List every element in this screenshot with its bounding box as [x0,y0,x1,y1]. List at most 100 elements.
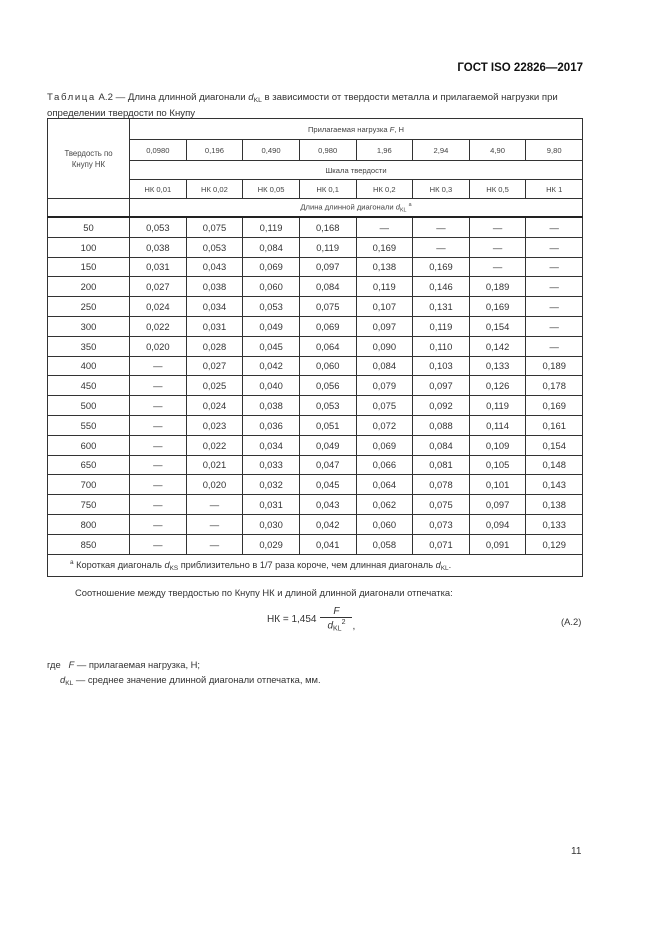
value-cell: — [129,533,187,555]
equation-number: (А.2) [561,616,582,627]
value-cell: 0,030 [242,513,300,535]
value-cell: 0,148 [525,454,583,476]
value-cell: 0,133 [468,355,527,377]
value-cell: 0,042 [298,513,357,535]
value-cell: 0,119 [412,315,470,337]
value-cell: 0,027 [185,355,244,377]
hardness-cell: 100 [47,236,130,258]
scale-cell: НК 0,05 [242,179,300,199]
value-cell: 0,142 [468,335,527,357]
standard-header: ГОСТ ISO 22826—2017 [457,62,583,74]
row-header-cont [47,198,130,218]
value-cell: 0,131 [412,296,470,317]
value-cell: 0,084 [355,355,414,377]
scale-cell: НК 0,02 [185,179,244,199]
value-cell: — [525,315,583,337]
value-cell: 0,053 [242,296,300,317]
value-cell: 0,103 [412,355,470,377]
value-cell: 0,088 [412,414,470,436]
value-cell: 0,022 [185,434,244,456]
value-cell: 0,075 [185,215,244,238]
hardness-cell: 400 [47,355,130,377]
load-cell: 4,90 [468,139,527,161]
value-cell: 0,064 [355,474,414,496]
scale-cell: НК 0,3 [412,179,470,199]
value-cell: 0,101 [468,474,527,496]
value-cell: — [129,494,187,515]
value-cell: 0,091 [468,533,527,555]
value-cell: 0,075 [355,395,414,416]
table-row: 450—0,025 0,040 0,056 0,079 0,097 0,126 0,178 [47,375,583,397]
hardness-cell: 200 [47,276,130,298]
value-cell: — [129,375,187,397]
hardness-cell: 650 [47,454,130,476]
value-cell: 0,189 [468,276,527,298]
value-cell: 0,022 [129,315,187,337]
value-cell: 0,043 [185,256,244,278]
value-cell: 0,079 [355,375,414,397]
value-cell: — [129,454,187,476]
value-cell: 0,053 [129,215,187,238]
value-cell: 0,069 [298,315,357,337]
value-cell: 0,094 [468,513,527,535]
value-cell: 0,053 [298,395,357,416]
scale-cell: НК 0,5 [468,179,527,199]
value-cell: 0,097 [298,256,357,278]
table-row: 400—0,027 0,042 0,060 0,084 0,103 0,133 0,189 [47,355,583,377]
table-row: 50 0,053 0,075 0,119 0,168— — — — [47,215,583,238]
table-row: 200 0,027 0,038 0,060 0,084 0,119 0,146 0,189— [47,276,583,298]
value-cell: — [185,533,244,555]
value-cell: 0,143 [525,474,583,496]
value-cell: 0,038 [242,395,300,416]
value-cell: 0,034 [185,296,244,317]
value-cell: — [468,236,527,258]
value-cell: 0,032 [242,474,300,496]
scale-cell: НК 0,2 [355,179,414,199]
value-cell: 0,062 [355,494,414,515]
value-cell: 0,161 [525,414,583,436]
value-cell: 0,023 [185,414,244,436]
hardness-cell: 850 [47,533,130,555]
value-cell: 0,071 [412,533,470,555]
value-cell: 0,024 [129,296,187,317]
value-cell: 0,119 [468,395,527,416]
value-cell: 0,133 [525,513,583,535]
value-cell: — [525,276,583,298]
hardness-cell: 600 [47,434,130,456]
value-cell: 0,020 [129,335,187,357]
value-cell: 0,138 [525,494,583,515]
hardness-cell: 150 [47,256,130,278]
length-label: Длина длинной диагонали dKL a [129,198,583,218]
hardness-cell: 250 [47,296,130,317]
hardness-cell: 350 [47,335,130,357]
value-cell: 0,042 [242,355,300,377]
value-cell: 0,020 [185,474,244,496]
value-cell: 0,060 [298,355,357,377]
value-cell: — [468,215,527,238]
value-cell: 0,043 [298,494,357,515]
value-cell: 0,025 [185,375,244,397]
value-cell: — [412,236,470,258]
hardness-cell: 450 [47,375,130,397]
value-cell: 0,069 [242,256,300,278]
value-cell: 0,189 [525,355,583,377]
value-cell: 0,138 [355,256,414,278]
row-header: Твердость по Кнупу НК [47,118,130,199]
table-row: 650—0,021 0,033 0,047 0,066 0,081 0,105 0,148 [47,454,583,476]
value-cell: 0,053 [185,236,244,258]
scale-cell: НК 0,1 [298,179,357,199]
table-row: 500—0,024 0,038 0,053 0,075 0,092 0,119 0,169 [47,395,583,416]
value-cell: 0,058 [355,533,414,555]
load-cell: 0,980 [298,139,357,161]
formula: НК = 1,454 F dKL2 , [267,606,356,633]
load-cell: 0,490 [242,139,300,161]
value-cell: 0,105 [468,454,527,476]
value-cell: 0,021 [185,454,244,476]
value-cell: 0,169 [412,256,470,278]
fraction: F dKL2 [320,606,353,632]
where-block: где F — прилагаемая нагрузка, Н; dKL — с… [47,659,321,687]
load-label: Прилагаемая нагрузка F, Н [129,118,583,140]
value-cell: — [412,215,470,238]
load-cell: 0,196 [185,139,244,161]
paragraph: Соотношение между твердостью по Кнупу НК… [75,587,453,598]
